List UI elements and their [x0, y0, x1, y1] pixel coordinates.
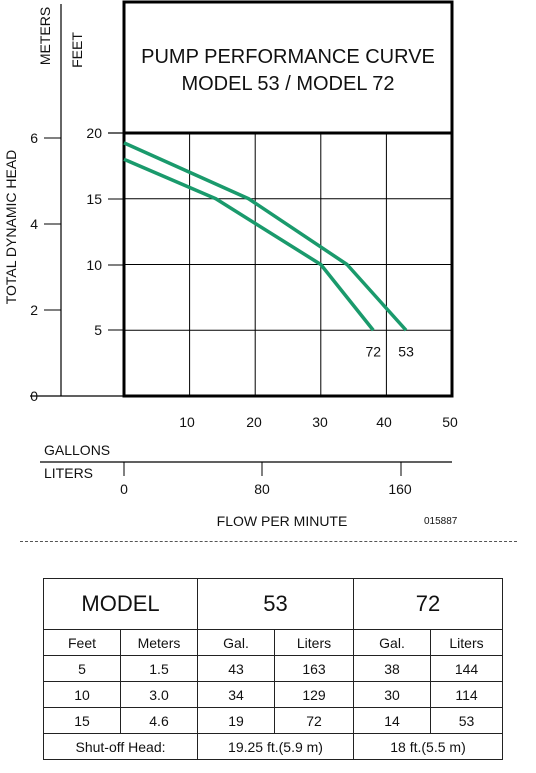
col-meters: Meters: [120, 629, 198, 656]
performance-table: MODEL 53 72 Feet Meters Gal. Liters Gal.…: [43, 578, 503, 760]
feet-unit-label: FEET: [69, 32, 85, 68]
series-label-53: 53: [398, 343, 414, 359]
gallon-tick-label-20: 20: [246, 414, 262, 430]
cell-72-liters: 114: [430, 681, 503, 708]
liter-tick-label-160: 160: [388, 481, 412, 497]
gallon-tick-label-40: 40: [376, 414, 392, 430]
feet-tick-label-15: 15: [86, 191, 102, 207]
cell-feet: 15: [43, 707, 121, 734]
shutoff-72: 18 ft.(5.5 m): [353, 733, 503, 760]
x-axis-label: FLOW PER MINUTE: [217, 513, 348, 529]
cell-72-gal: 38: [353, 655, 431, 682]
cell-meters: 1.5: [120, 655, 198, 682]
col-feet: Feet: [43, 629, 121, 656]
table-row: 10 3.0 34 129 30 114: [43, 681, 503, 708]
series-group: 53 72: [123, 141, 414, 359]
cell-53-gal: 34: [197, 681, 275, 708]
col-72-liters: Liters: [430, 629, 503, 656]
meter-tick-label-0: 0: [30, 388, 38, 404]
gallons-unit-label: GALLONS: [44, 442, 110, 458]
cell-feet: 10: [43, 681, 121, 708]
chart-title: PUMP PERFORMANCE CURVE: [141, 46, 435, 68]
pump-curve-chart: PUMP PERFORMANCE CURVE MODEL 53 / MODEL …: [3, 0, 458, 529]
col-72-gal: Gal.: [353, 629, 431, 656]
series-line-53: [123, 141, 408, 332]
feet-tick-label-5: 5: [94, 322, 102, 338]
model-72-header: 72: [353, 578, 503, 630]
shutoff-53: 19.25 ft.(5.9 m): [197, 733, 354, 760]
cell-meters: 3.0: [120, 681, 198, 708]
cell-feet: 5: [43, 655, 121, 682]
cell-53-gal: 43: [197, 655, 275, 682]
series-line-72: [123, 157, 375, 332]
gallon-tick-label-10: 10: [179, 414, 195, 430]
cell-53-liters: 163: [274, 655, 354, 682]
table-row: 5 1.5 43 163 38 144: [43, 655, 503, 682]
section-divider: [20, 541, 517, 542]
cell-53-liters: 72: [274, 707, 354, 734]
liter-tick-label-0: 0: [120, 481, 128, 497]
liters-unit-label: LITERS: [44, 465, 93, 481]
cell-72-gal: 14: [353, 707, 431, 734]
col-53-liters: Liters: [274, 629, 354, 656]
series-label-72: 72: [365, 343, 381, 359]
cell-meters: 4.6: [120, 707, 198, 734]
table-row: 15 4.6 19 72 14 53: [43, 707, 503, 734]
meter-tick-label-6: 6: [30, 130, 38, 146]
cell-72-gal: 30: [353, 681, 431, 708]
col-53-gal: Gal.: [197, 629, 275, 656]
gallon-tick-label-50: 50: [442, 414, 458, 430]
liter-tick-label-80: 80: [254, 481, 270, 497]
figure-code: 015887: [424, 516, 458, 527]
cell-72-liters: 53: [430, 707, 503, 734]
grid: [124, 133, 452, 396]
meter-tick-label-2: 2: [30, 302, 38, 318]
feet-tick-label-20: 20: [86, 125, 102, 141]
meters-unit-label: METERS: [37, 7, 53, 65]
model-header: MODEL: [43, 578, 198, 630]
cell-53-gal: 19: [197, 707, 275, 734]
gallon-tick-label-30: 30: [312, 414, 328, 430]
feet-tick-label-10: 10: [86, 257, 102, 273]
y-axis-label: TOTAL DYNAMIC HEAD: [3, 150, 19, 305]
cell-72-liters: 144: [430, 655, 503, 682]
model-53-header: 53: [197, 578, 354, 630]
chart-subtitle: MODEL 53 / MODEL 72: [181, 73, 394, 95]
cell-53-liters: 129: [274, 681, 354, 708]
meter-tick-label-4: 4: [30, 216, 38, 232]
shutoff-label: Shut-off Head:: [43, 733, 198, 760]
